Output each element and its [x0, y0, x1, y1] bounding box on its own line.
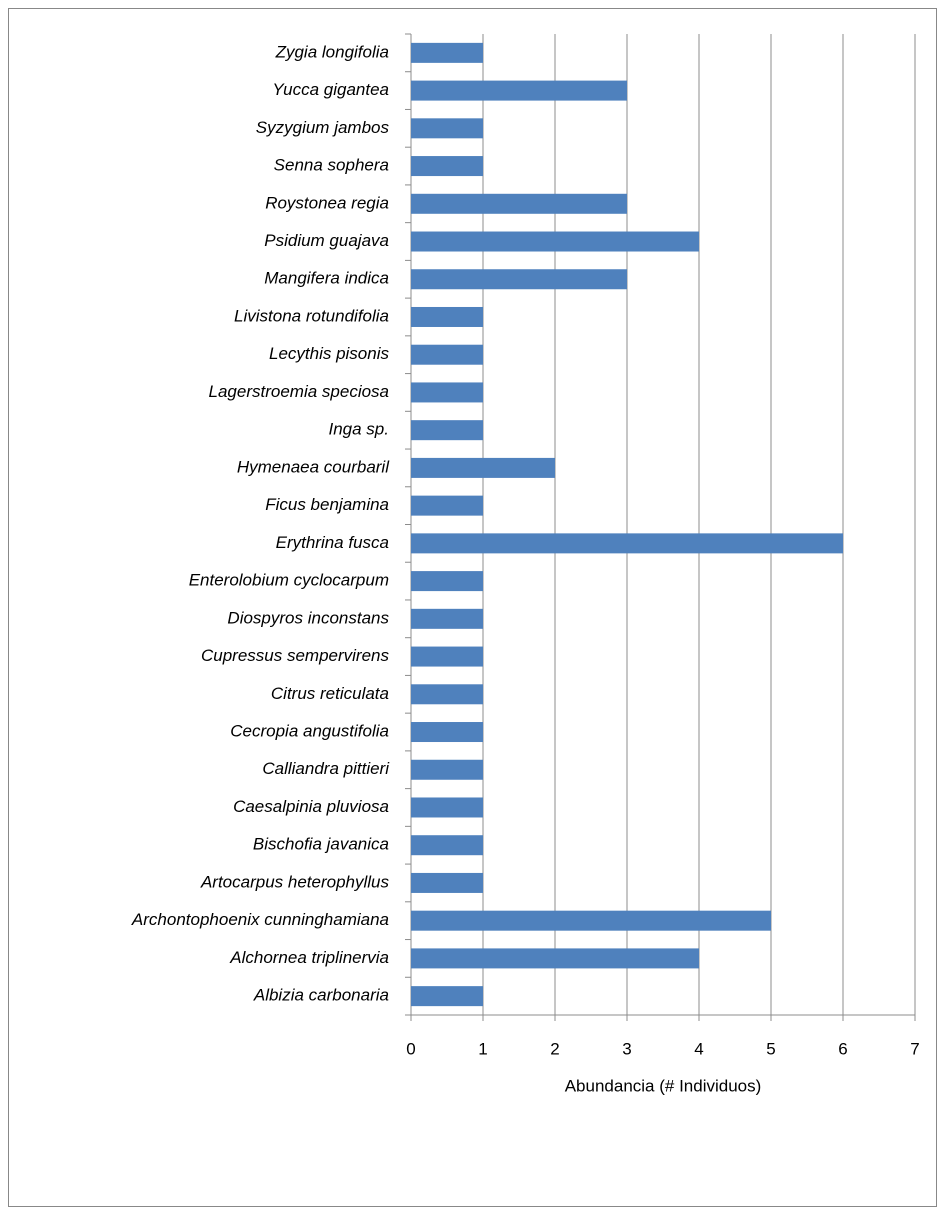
- y-tick-label: Enterolobium cyclocarpum: [189, 571, 389, 590]
- y-tick-label: Calliandra pittieri: [262, 759, 390, 778]
- y-tick-label: Diospyros inconstans: [227, 608, 389, 627]
- x-tick-label: 1: [478, 1039, 487, 1058]
- bar: [411, 910, 771, 931]
- y-tick-label: Cecropia angustifolia: [230, 722, 389, 741]
- bar: [411, 420, 483, 441]
- y-tick-label: Mangifera indica: [264, 269, 389, 288]
- y-tick-label: Cupressus sempervirens: [201, 646, 390, 665]
- bar: [411, 457, 555, 478]
- y-tick-label: Erythrina fusca: [276, 533, 389, 552]
- bar: [411, 759, 483, 780]
- y-tick-label: Bischofia javanica: [253, 835, 389, 854]
- bar: [411, 948, 699, 969]
- y-tick-label: Syzygium jambos: [256, 118, 390, 137]
- y-tick-label: Roystonea regia: [265, 193, 389, 212]
- y-tick-label: Lecythis pisonis: [269, 344, 390, 363]
- bar: [411, 269, 627, 290]
- bar: [411, 231, 699, 252]
- x-tick-label: 4: [694, 1039, 703, 1058]
- y-tick-label: Psidium guajava: [264, 231, 389, 250]
- y-tick-label: Livistona rotundifolia: [234, 306, 389, 325]
- bar: [411, 872, 483, 893]
- bar: [411, 42, 483, 63]
- y-tick-label: Artocarpus heterophyllus: [200, 872, 390, 891]
- x-tick-label: 3: [622, 1039, 631, 1058]
- y-tick-label: Senna sophera: [274, 156, 389, 175]
- bar: [411, 156, 483, 177]
- y-tick-label: Archontophoenix cunninghamiana: [131, 910, 389, 929]
- bar: [411, 80, 627, 101]
- x-tick-label: 2: [550, 1039, 559, 1058]
- bar: [411, 533, 843, 554]
- bar: [411, 382, 483, 403]
- y-tick-label: Albizia carbonaria: [253, 986, 389, 1005]
- x-tick-label: 0: [406, 1039, 415, 1058]
- bar: [411, 797, 483, 818]
- x-axis-title: Abundancia (# Individuos): [565, 1076, 762, 1095]
- y-tick-label: Hymenaea courbaril: [237, 457, 390, 476]
- x-tick-label: 6: [838, 1039, 847, 1058]
- bar: [411, 571, 483, 592]
- y-tick-label: Citrus reticulata: [271, 684, 389, 703]
- y-tick-label: Yucca gigantea: [272, 80, 389, 99]
- y-tick-label: Inga sp.: [329, 420, 390, 439]
- chart-frame: [8, 8, 937, 1207]
- y-tick-label: Zygia longifolia: [275, 42, 389, 61]
- y-tick-label: Lagerstroemia speciosa: [209, 382, 389, 401]
- y-tick-label: Caesalpinia pluviosa: [233, 797, 389, 816]
- bar: [411, 193, 627, 214]
- y-tick-label: Alchornea triplinervia: [229, 948, 389, 967]
- x-tick-label: 5: [766, 1039, 775, 1058]
- bar: [411, 608, 483, 629]
- bar: [411, 344, 483, 365]
- y-tick-label: Ficus benjamina: [265, 495, 389, 514]
- x-tick-label: 7: [910, 1039, 919, 1058]
- bar: [411, 722, 483, 743]
- bar: [411, 118, 483, 139]
- bar: [411, 986, 483, 1007]
- bar: [411, 646, 483, 667]
- bar: [411, 306, 483, 327]
- bar: [411, 835, 483, 856]
- bar: [411, 684, 483, 705]
- bar: [411, 495, 483, 516]
